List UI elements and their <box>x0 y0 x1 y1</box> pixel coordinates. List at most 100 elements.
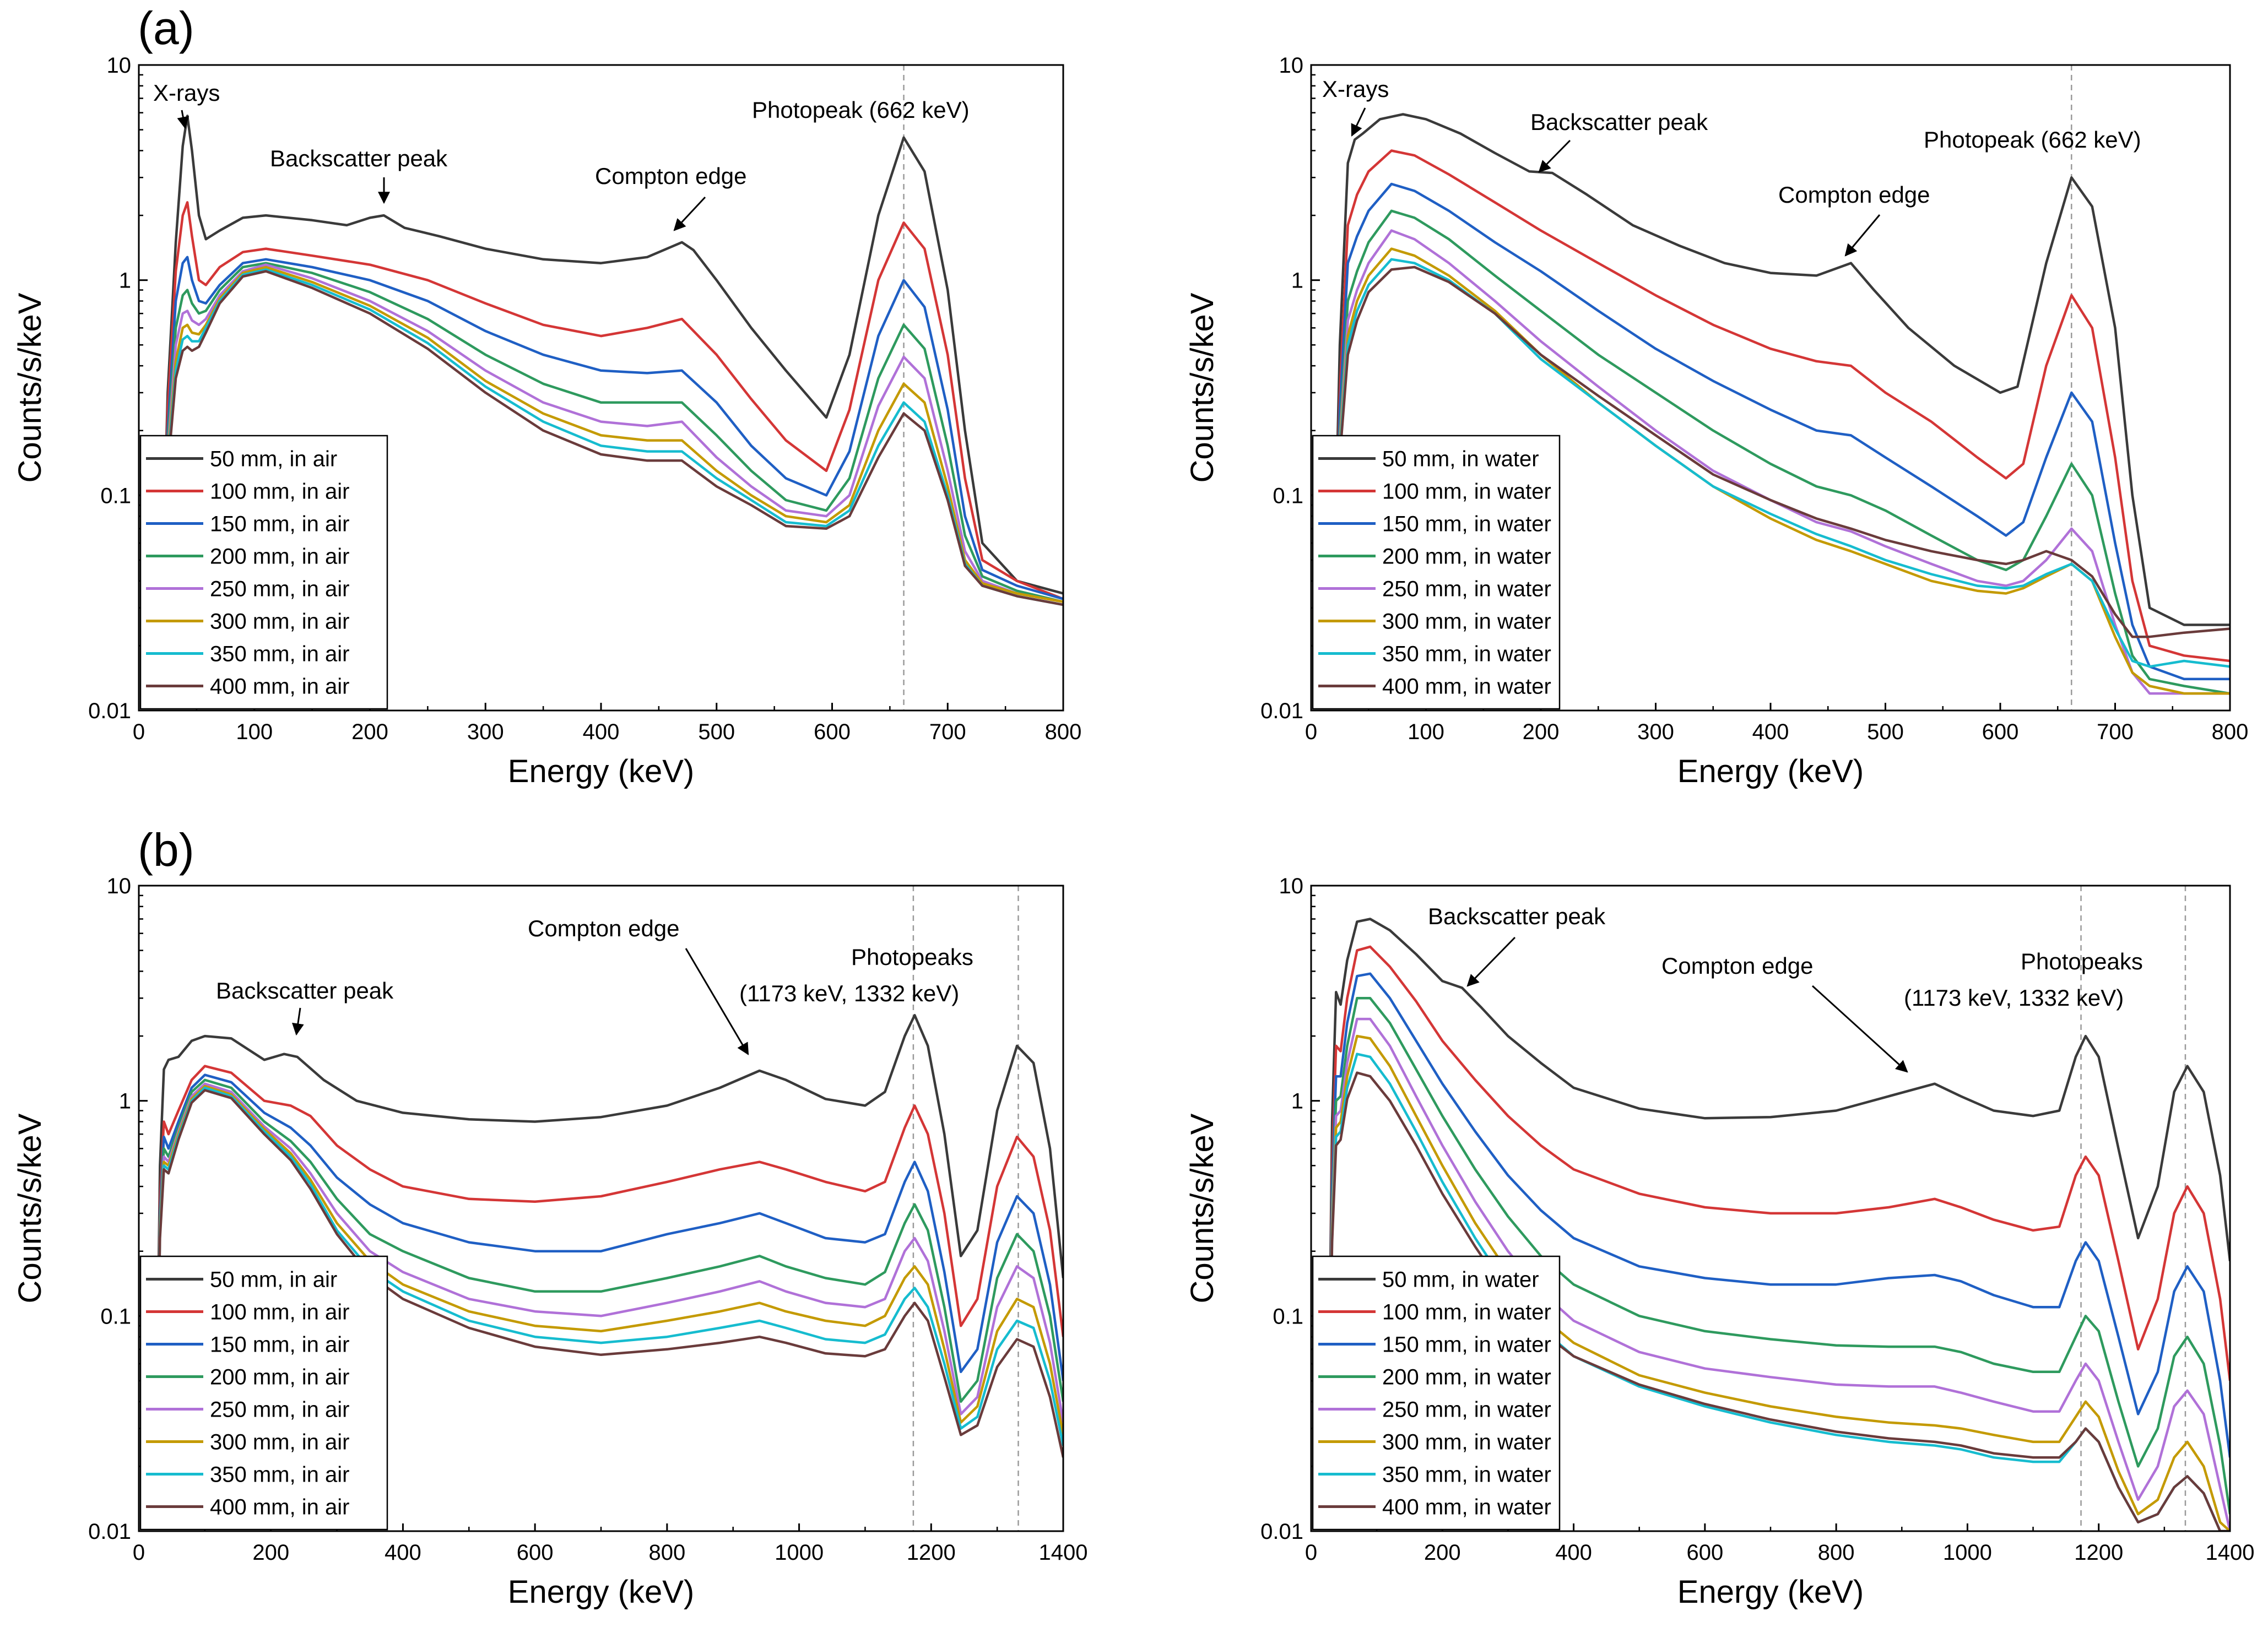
x-tick-label: 600 <box>814 720 851 744</box>
chart-panel-2: 0 100 200 300 400 500 600 700 800 0.01 0.1 1 10 Energ… <box>1184 53 2248 789</box>
series-line-3 <box>158 256 1063 694</box>
legend-label: 150 mm, in air <box>210 512 349 536</box>
legend-label: 300 mm, in water <box>1382 1430 1551 1455</box>
y-tick-label: 0.1 <box>1273 484 1303 508</box>
x-tick-label: 200 <box>252 1541 289 1565</box>
annotation-label: X-rays <box>153 80 220 106</box>
series-line-2 <box>158 201 1063 694</box>
series-line-7 <box>154 1086 1063 1515</box>
y-tick-label: 1 <box>1291 1089 1303 1114</box>
annotation-arrow <box>1538 139 1571 173</box>
series-line-8 <box>158 270 1063 694</box>
charts-container: 0 100 200 300 400 500 600 700 8000.010.1110Energ… <box>12 53 2254 1610</box>
legend-label: 250 mm, in air <box>210 577 349 601</box>
panel-label-a: (a) <box>138 2 194 54</box>
x-tick-label: 200 <box>1523 720 1560 744</box>
series-group <box>1326 918 2230 1531</box>
annotation-arrow <box>1844 214 1881 257</box>
legend-label: 100 mm, in air <box>210 1300 349 1325</box>
series-line-6 <box>1326 1034 2230 1531</box>
series-group <box>158 115 1063 694</box>
x-tick-label: 300 <box>1637 720 1674 744</box>
legend-label: 400 mm, in water <box>1382 1495 1551 1520</box>
y-axis-title: Counts/s/keV <box>12 1113 48 1303</box>
legend-label: 50 mm, in water <box>1382 1268 1539 1292</box>
x-tick-label: 600 <box>1982 720 2019 744</box>
legend-label: 50 mm, in water <box>1382 447 1539 471</box>
legend-label: 300 mm, in air <box>210 1430 349 1455</box>
y-axis-title: Counts/s/keV <box>1184 292 1220 482</box>
annotation-label: (1173 keV, 1332 keV) <box>1904 985 2124 1011</box>
series-group <box>154 1013 1063 1515</box>
legend-label: 150 mm, in water <box>1382 1333 1551 1357</box>
x-axis-title: Energy (keV) <box>508 1574 694 1610</box>
x-tick-label: 1400 <box>1039 1541 1088 1565</box>
series-line-1 <box>1326 918 2230 1515</box>
x-tick-label: 0 <box>133 1541 145 1565</box>
chart-panel-1: 0 100 200 300 400 500 600 700 800 0.01 0.1 1 10 Energ… <box>12 53 1081 789</box>
x-tick-label: 1000 <box>775 1541 824 1565</box>
x-tick-label: 400 <box>583 720 620 744</box>
legend: 50 mm, in water 100 mm, in water 150 mm, i… <box>1312 1255 1561 1531</box>
legend-label: 400 mm, in air <box>210 1495 349 1520</box>
series-line-3 <box>1330 182 2230 694</box>
series-group <box>1330 113 2230 695</box>
y-tick-label: 1 <box>119 1089 131 1114</box>
x-tick-label: 300 <box>467 720 504 744</box>
y-axis-title: Counts/s/keV <box>12 292 48 482</box>
legend-label: 150 mm, in water <box>1382 512 1551 536</box>
y-tick-label: 0.01 <box>88 699 131 723</box>
series-line-3 <box>154 1073 1063 1515</box>
x-tick-label: 1200 <box>907 1541 956 1565</box>
x-tick-label: 400 <box>385 1541 421 1565</box>
y-tick-label: 0.01 <box>1260 699 1303 723</box>
chart-panel-3: 0 200 400 600 800 1000 1200 1400 0.01 0.1 1 10 Energ… <box>12 874 1087 1610</box>
y-tick-label: 10 <box>1279 874 1304 898</box>
annotation-label: Photopeaks <box>2021 948 2143 974</box>
annotation-label: Compton edge <box>1661 953 1814 979</box>
legend-box <box>139 435 388 710</box>
legend-label: 400 mm, in water <box>1382 675 1551 699</box>
x-tick-label: 0 <box>1305 720 1317 744</box>
annotation-label: Backscatter peak <box>1530 109 1708 135</box>
y-tick-label: 1 <box>119 269 131 293</box>
series-line-5 <box>158 263 1063 694</box>
series-line-2 <box>154 1065 1063 1515</box>
legend-box <box>1312 1255 1561 1531</box>
x-tick-label: 500 <box>1867 720 1904 744</box>
y-tick-label: 10 <box>1279 53 1304 78</box>
legend-label: 200 mm, in air <box>210 545 349 569</box>
y-axis-title: Counts/s/keV <box>1184 1113 1220 1303</box>
x-axis-title: Energy (keV) <box>508 753 694 789</box>
annotation-label: Photopeak (662 keV) <box>752 97 970 123</box>
y-tick-label: 0.01 <box>1260 1520 1303 1544</box>
series-line-7 <box>158 268 1063 694</box>
legend-label: 350 mm, in air <box>210 1463 349 1487</box>
x-tick-label: 800 <box>1818 1541 1855 1565</box>
legend-label: 250 mm, in water <box>1382 1398 1551 1422</box>
x-tick-label: 400 <box>1555 1541 1592 1565</box>
series-line-5 <box>154 1082 1063 1515</box>
legend-label: 100 mm, in air <box>210 480 349 504</box>
legend-label: 350 mm, in water <box>1382 1463 1551 1487</box>
series-line-1 <box>158 115 1063 694</box>
x-tick-label: 800 <box>2212 720 2249 744</box>
series-line-4 <box>1326 997 2230 1515</box>
annotation-label: Compton edge <box>595 163 747 189</box>
legend-box <box>1312 435 1561 710</box>
annotation-arrow <box>1811 985 1908 1073</box>
legend-label: 250 mm, in air <box>210 1398 349 1422</box>
x-tick-label: 1200 <box>2074 1541 2123 1565</box>
annotation-label: Backscatter peak <box>1428 903 1606 929</box>
series-line-4 <box>158 262 1063 694</box>
series-line-8 <box>1330 265 2230 694</box>
legend-label: 250 mm, in water <box>1382 577 1551 601</box>
legend-label: 350 mm, in water <box>1382 642 1551 666</box>
x-tick-label: 1000 <box>1943 1541 1992 1565</box>
legend-label: 200 mm, in water <box>1382 545 1551 569</box>
panel-label-b: (b) <box>138 824 194 876</box>
series-line-5 <box>1330 229 2230 695</box>
series-line-3 <box>1326 972 2230 1515</box>
series-line-4 <box>1330 209 2230 695</box>
legend: 50 mm, in water 100 mm, in water 150 mm, i… <box>1312 435 1561 710</box>
